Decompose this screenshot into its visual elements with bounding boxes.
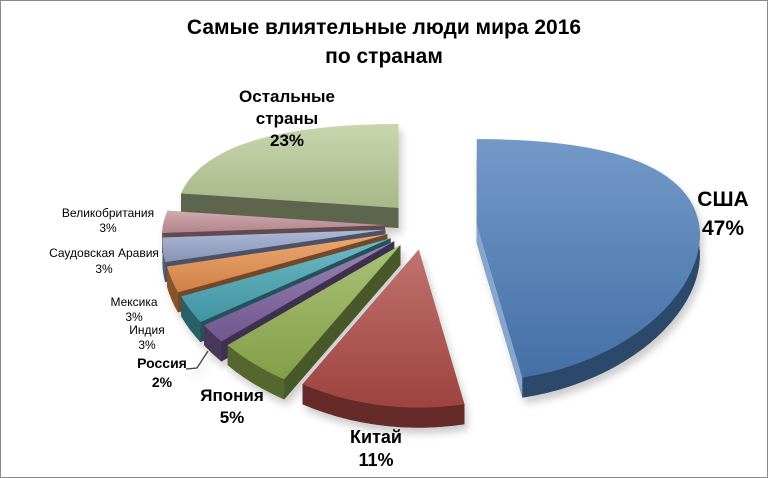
slice-label-india: Индия 3% [129, 323, 164, 353]
slice-name: Индия [129, 323, 165, 337]
slice-name: США [697, 188, 749, 211]
chart-title-line1: Самые влиятельные люди мира 2016 [186, 16, 582, 39]
slice-label-uk: Великобритания 3% [62, 206, 154, 236]
slice-label-others: Остальные страны 23% [229, 86, 345, 152]
slice-label-russia: Россия 2% [137, 354, 187, 392]
slice-percent: 5% [219, 408, 245, 427]
slice-name: Россия [137, 355, 187, 371]
slice-name: Япония [200, 386, 264, 405]
slice-name: Мексика [110, 295, 158, 309]
slice-label-saudi-arabia: Саудовская Аравия 3% [49, 245, 159, 277]
slice-label-mexico: Мексика 3% [110, 295, 157, 325]
chart-title-line2: по странам [325, 45, 443, 68]
slice-percent: 3% [138, 338, 156, 352]
chart-title: Самые влиятельные люди мира 2016 по стра… [1, 13, 767, 71]
slice-label-china: Китай 11% [350, 426, 402, 472]
slice-label-usa: США 47% [697, 185, 748, 243]
slice-label-japan: Япония 5% [200, 385, 264, 429]
slice-percent: 2% [151, 374, 173, 390]
slice-percent: 23% [269, 131, 305, 150]
slice-percent: 47% [701, 217, 745, 240]
slice-name: Великобритания [61, 206, 155, 220]
slice-percent: 11% [358, 450, 394, 470]
slice-percent: 3% [95, 262, 113, 276]
slice-percent: 3% [125, 310, 143, 324]
slice-percent: 3% [99, 221, 117, 235]
slice-name: Остальные страны [239, 87, 335, 128]
slice-name: Китай [350, 427, 402, 447]
slice-name: Саудовская Аравия [49, 246, 159, 260]
